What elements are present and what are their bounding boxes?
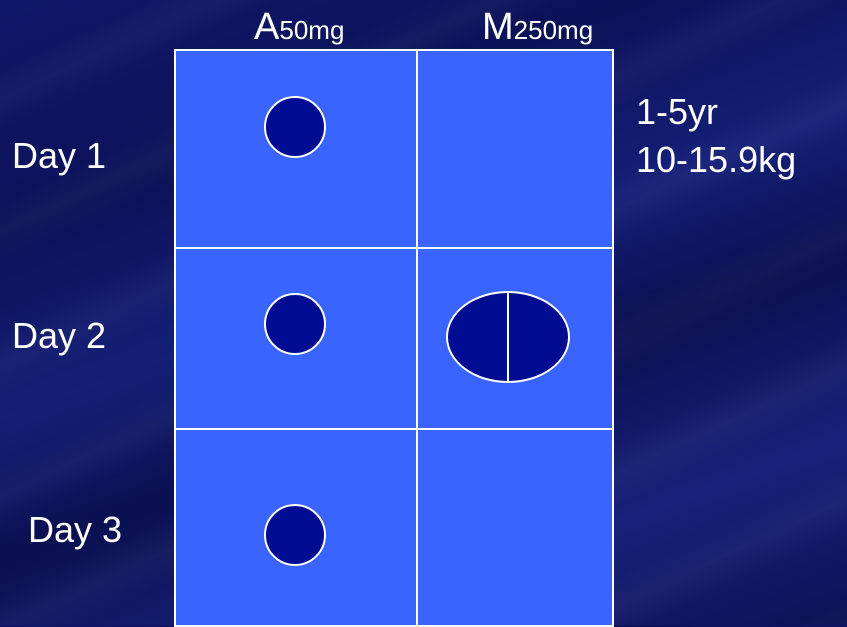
column-header-a: A50mg [254, 8, 344, 46]
column-header-m: M250mg [482, 8, 593, 46]
column-a-dose: 50mg [279, 15, 345, 45]
column-m-dose: 250mg [513, 15, 594, 45]
age-weight-note: 1-5yr 10-15.9kg [636, 88, 796, 184]
grid-row-divider-2 [176, 428, 612, 430]
grid-row-divider-1 [176, 247, 612, 249]
scored-tablet-day2-m-icon [446, 291, 570, 383]
row-label-day-2: Day 2 [12, 315, 107, 356]
grid-column-divider [416, 51, 418, 625]
tablet-day3-a-icon [264, 504, 326, 566]
tablet-day2-a-icon [264, 293, 326, 355]
row-label-day-1: Day 1 [12, 135, 107, 176]
row-label-day-3: Day 3 [28, 509, 123, 550]
tablet-score-line [507, 293, 509, 381]
weight-range: 10-15.9kg [636, 139, 797, 180]
tablet-day1-a-icon [264, 96, 326, 158]
column-a-letter: A [254, 6, 280, 48]
dosing-grid [174, 49, 614, 627]
column-m-letter: M [482, 6, 514, 48]
age-range: 1-5yr [636, 91, 719, 132]
